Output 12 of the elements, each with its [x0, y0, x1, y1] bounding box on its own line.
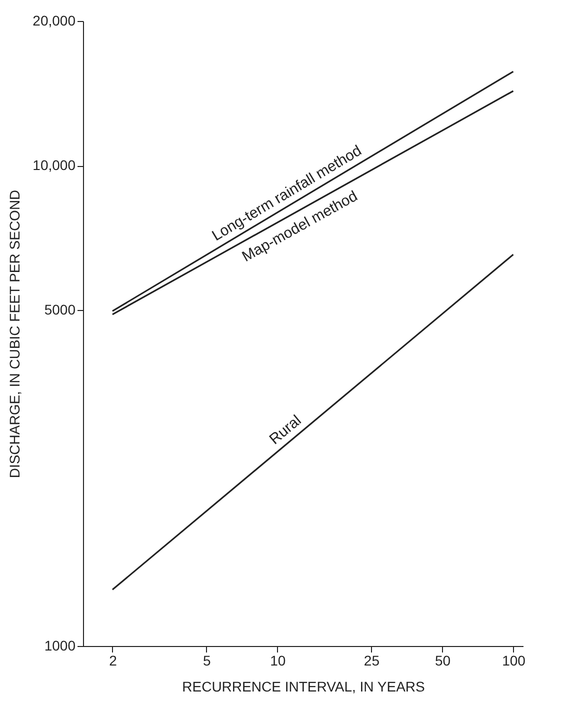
x-tick-label: 25: [364, 652, 380, 668]
x-tick-label: 2: [109, 652, 118, 668]
x-tick-label: 10: [270, 652, 286, 668]
x-tick-label: 50: [434, 652, 451, 668]
x-tick-label: 5: [202, 652, 211, 668]
y-tick-label: 20,000: [32, 12, 76, 28]
x-tick-label: 100: [502, 652, 526, 668]
y-tick-label: 1000: [44, 638, 76, 654]
y-tick-label: 5000: [44, 302, 76, 318]
y-axis-title: DISCHARGE, IN CUBIC FEET PER SECOND: [6, 190, 23, 478]
y-tick-label: 10,000: [32, 157, 76, 174]
x-axis-title: RECURRENCE INTERVAL, IN YEARS: [182, 678, 425, 694]
